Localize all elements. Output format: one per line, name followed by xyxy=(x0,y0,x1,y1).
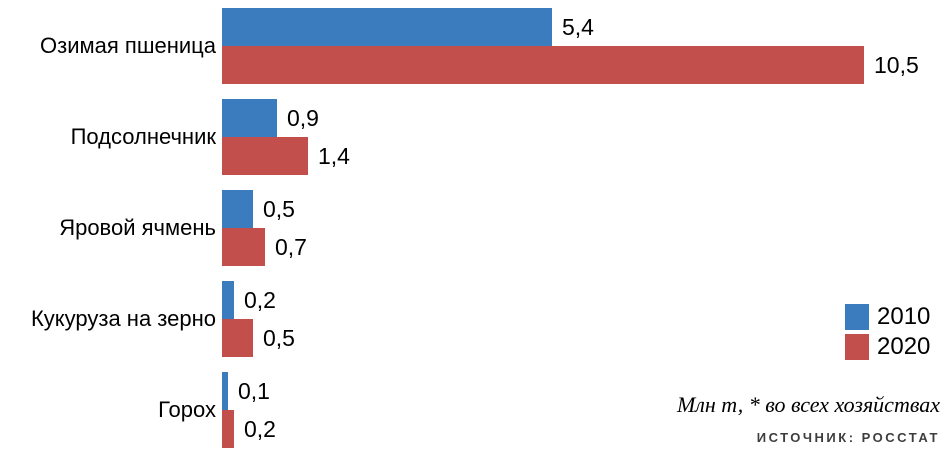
category-label: Яровой ячмень xyxy=(59,214,216,240)
bar-row: 0,1 xyxy=(222,372,950,410)
bar-2020 xyxy=(222,319,253,357)
bar-2020 xyxy=(222,137,308,175)
bar-row: 10,5 xyxy=(222,46,950,84)
value-label: 1,4 xyxy=(318,142,350,169)
value-label: 0,2 xyxy=(244,286,276,313)
value-label: 0,5 xyxy=(263,195,295,222)
bar-row: 0,9 xyxy=(222,99,950,137)
bar-row: 0,7 xyxy=(222,228,950,266)
bar-2010 xyxy=(222,372,228,410)
bar-2010 xyxy=(222,99,277,137)
legend-label-2020: 2020 xyxy=(877,333,931,360)
chart-legend: 2010 2020 xyxy=(845,302,930,362)
bar-group: Кукуруза на зерно 0,2 0,5 xyxy=(0,281,950,357)
bar-pair: 0,5 0,7 xyxy=(222,190,950,266)
value-label: 0,2 xyxy=(244,415,276,442)
value-label: 0,1 xyxy=(238,377,270,404)
category-label: Кукуруза на зерно xyxy=(30,305,216,331)
legend-item-2020: 2020 xyxy=(845,332,930,362)
value-label: 10,5 xyxy=(874,51,919,78)
category-label: Озимая пшеница xyxy=(40,32,216,58)
bar-group: Озимая пшеница 5,4 10,5 xyxy=(0,8,950,84)
bar-group: Яровой ячмень 0,5 0,7 xyxy=(0,190,950,266)
legend-swatch-2020 xyxy=(845,334,869,360)
bar-row: 0,5 xyxy=(222,319,950,357)
bar-row: 0,5 xyxy=(222,190,950,228)
bar-2010 xyxy=(222,190,253,228)
source-label: ИСТОЧНИК: РОССТАТ xyxy=(756,430,940,445)
category-label: Горох xyxy=(158,396,216,422)
category-label: Подсолнечник xyxy=(70,123,216,149)
bar-row: 0,2 xyxy=(222,410,950,448)
value-label: 0,7 xyxy=(275,233,307,260)
value-label: 0,5 xyxy=(263,324,295,351)
bar-2020 xyxy=(222,46,864,84)
value-label: 5,4 xyxy=(562,13,594,40)
value-label: 0,9 xyxy=(287,104,319,131)
bar-pair: 5,4 10,5 xyxy=(222,8,950,84)
bar-pair: 0,2 0,5 xyxy=(222,281,950,357)
bar-2010 xyxy=(222,281,234,319)
legend-swatch-2010 xyxy=(845,304,869,330)
legend-item-2010: 2010 xyxy=(845,302,930,332)
bar-row: 1,4 xyxy=(222,137,950,175)
bar-pair: 0,9 1,4 xyxy=(222,99,950,175)
chart-note: Млн т, * во всех хозяйствах xyxy=(676,392,940,417)
bar-2010 xyxy=(222,8,552,46)
bar-pair: 0,1 0,2 xyxy=(222,372,950,448)
bar-row: 5,4 xyxy=(222,8,950,46)
bar-groups: Озимая пшеница 5,4 10,5 Подсолнечник 0,9 1,4 Я… xyxy=(0,8,950,460)
legend-label-2010: 2010 xyxy=(877,303,931,330)
bar-2020 xyxy=(222,410,234,448)
bar-group: Горох 0,1 0,2 xyxy=(0,372,950,448)
bar-group: Подсолнечник 0,9 1,4 xyxy=(0,99,950,175)
bar-row: 0,2 xyxy=(222,281,950,319)
bar-2020 xyxy=(222,228,265,266)
